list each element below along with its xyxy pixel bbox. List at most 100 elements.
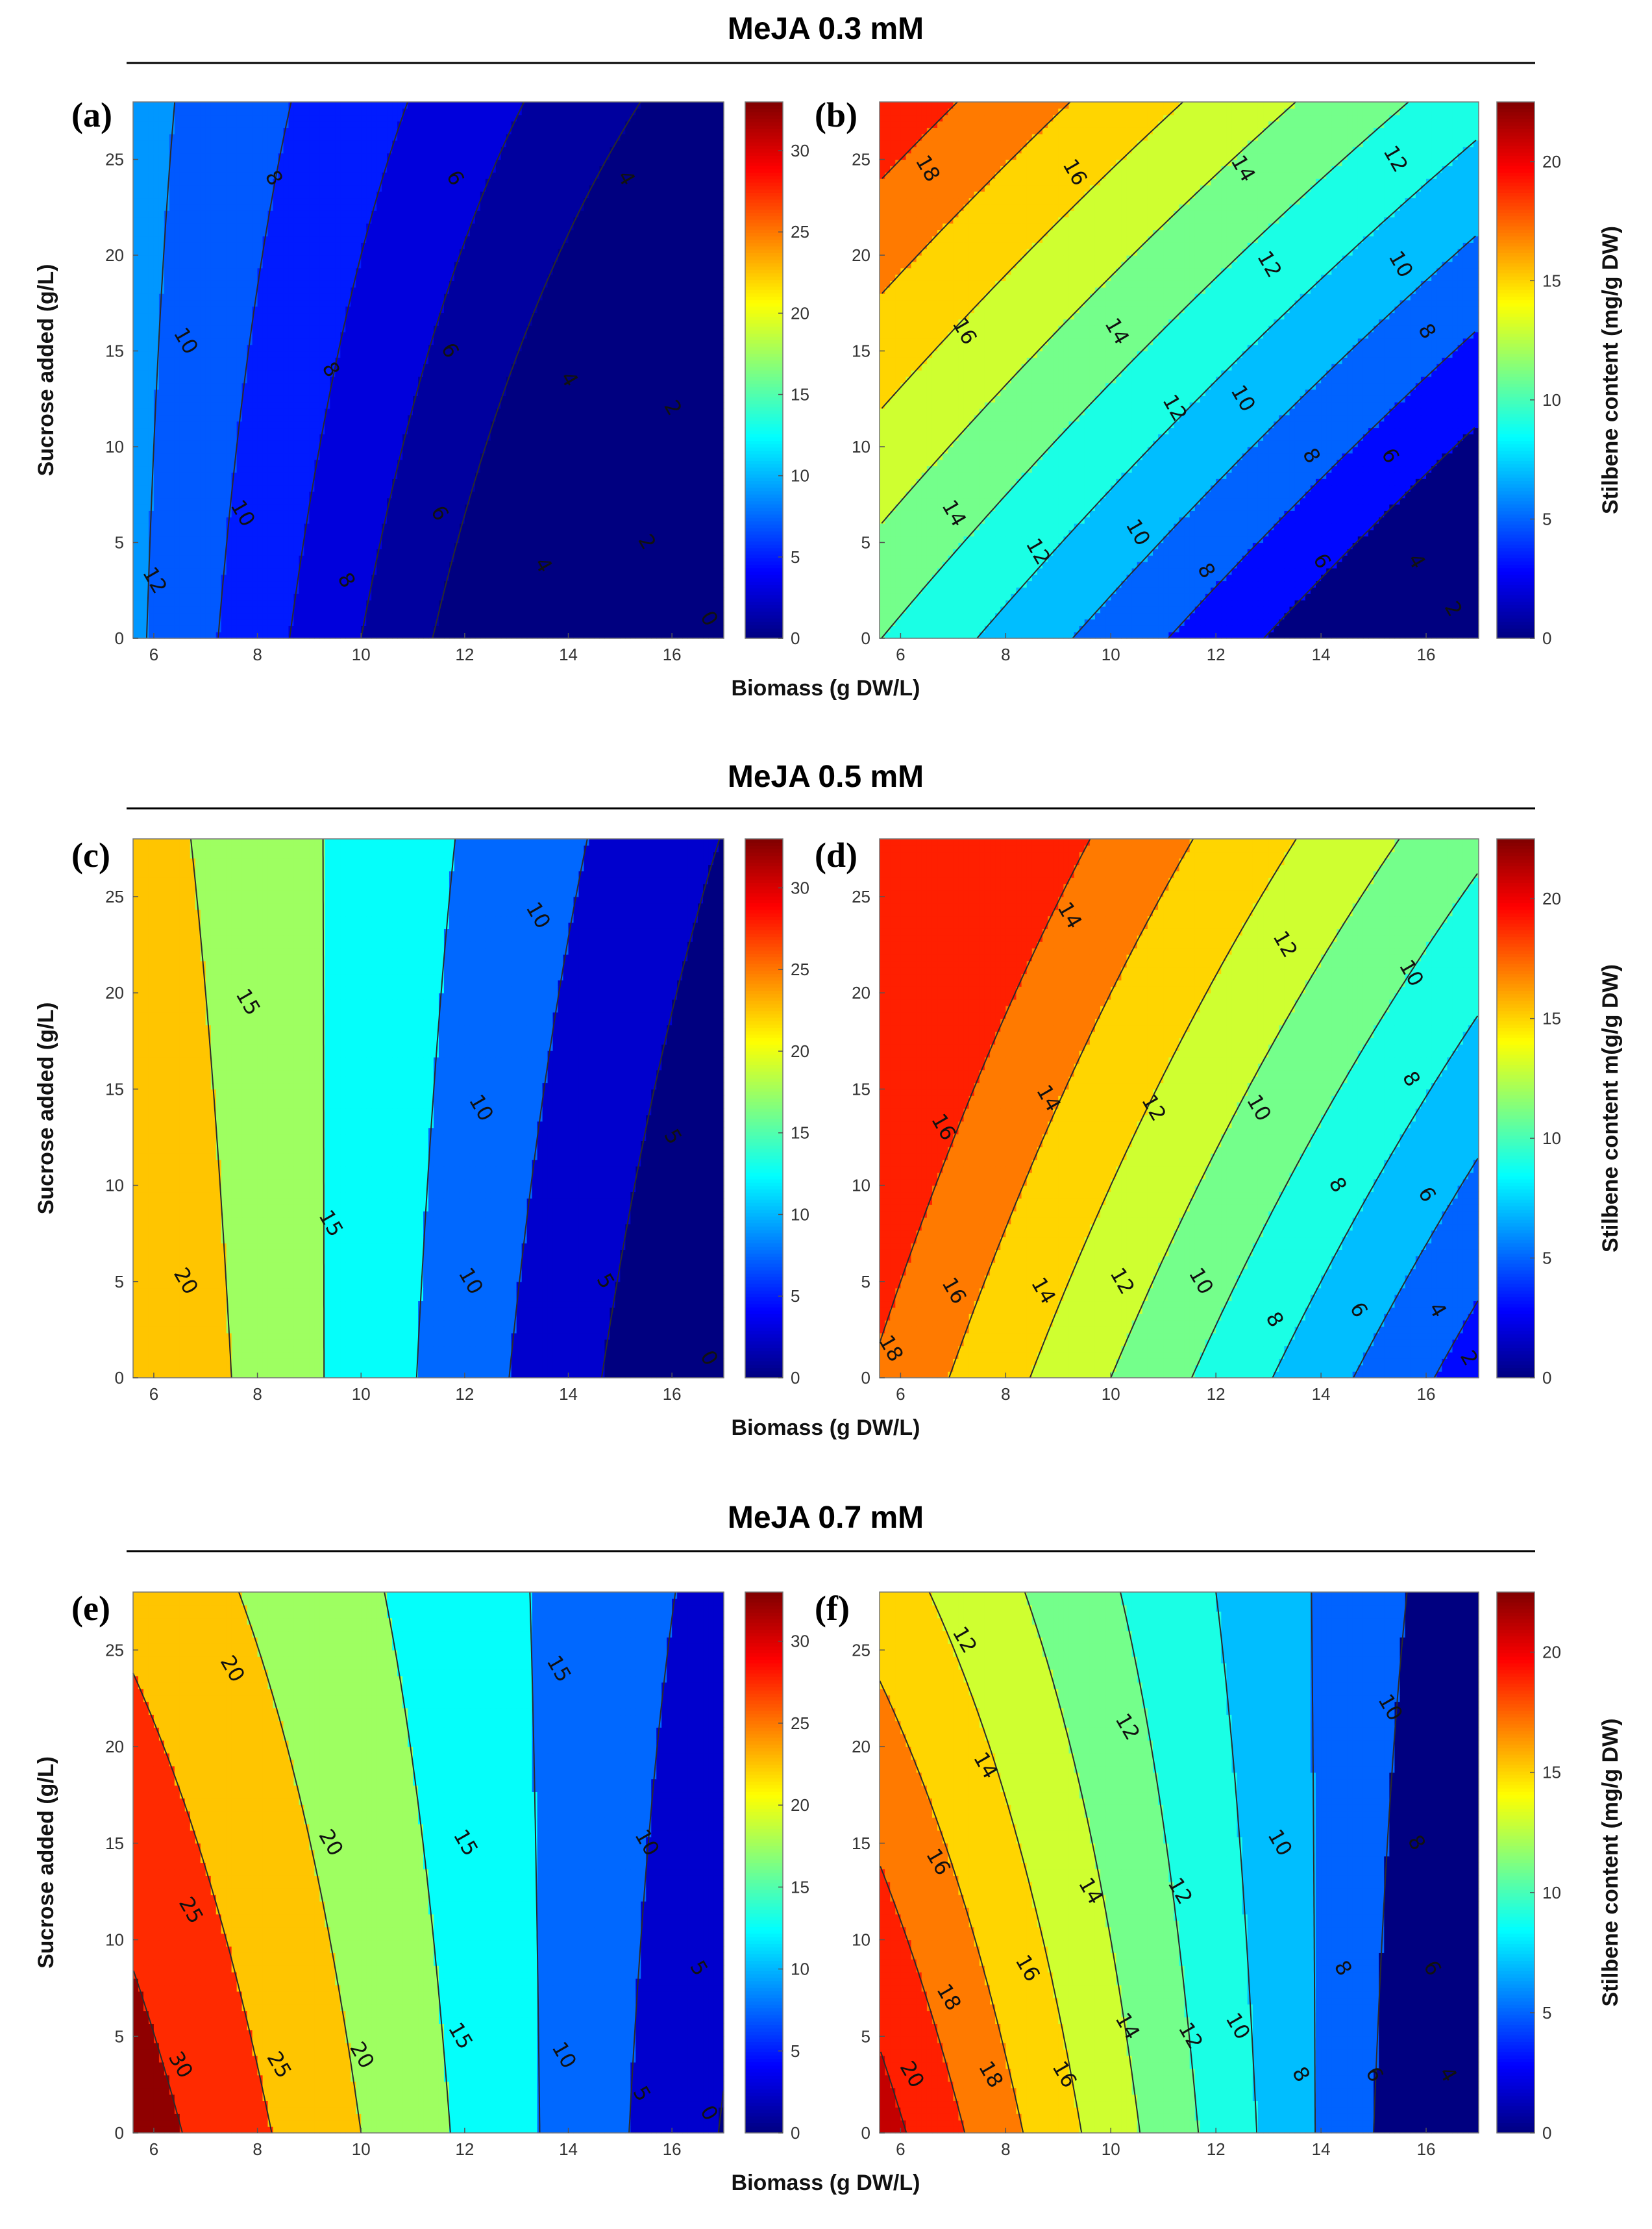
x-tick-label: 12 [455, 1384, 474, 1404]
colorbar-tick-label: 0 [1542, 2123, 1551, 2143]
x-tick-label: 10 [1102, 2139, 1120, 2159]
y-tick-label: 5 [861, 2026, 870, 2046]
x-tick-label: 14 [559, 2139, 578, 2159]
y-tick-label: 0 [115, 2123, 124, 2143]
section-title: MeJA 0.3 mM [728, 12, 924, 46]
contour-fill [880, 1592, 1479, 2134]
x-tick-label: 16 [663, 2139, 682, 2159]
y-tick-label: 10 [105, 1176, 124, 1195]
colorbar-tick-label: 5 [1542, 1249, 1551, 1268]
x-tick-label: 6 [896, 645, 905, 664]
x-tick-label: 16 [663, 1384, 682, 1404]
y-tick-label: 0 [115, 1368, 124, 1388]
y-tick-label: 20 [852, 983, 870, 1002]
y-tick-label: 25 [852, 887, 870, 906]
colorbar-tick-label: 20 [1542, 152, 1561, 171]
x-tick-label: 12 [455, 645, 474, 664]
y-tick-label: 5 [115, 533, 124, 553]
x-tick-label: 6 [896, 1384, 905, 1404]
colorbar-tick-label: 5 [791, 547, 800, 567]
y-tick-label: 20 [852, 1737, 870, 1756]
colorbar-tick-label: 15 [1542, 1763, 1561, 1782]
colorbar-tick-label: 10 [1542, 1883, 1561, 1902]
x-tick-label: 6 [149, 2139, 158, 2159]
y-tick-label: 15 [852, 342, 870, 361]
x-tick-label: 8 [1001, 645, 1010, 664]
x-tick-label: 12 [1207, 645, 1226, 664]
x-tick-label: 14 [1312, 1384, 1331, 1404]
y-tick-label: 25 [105, 150, 124, 169]
y-tick-label: 25 [852, 1640, 870, 1660]
colorbar-tick-label: 30 [791, 878, 809, 897]
colorbar-tick-label: 20 [791, 1041, 809, 1061]
colorbar-tick-label: 25 [791, 222, 809, 242]
x-tick-label: 16 [1417, 645, 1436, 664]
x-tick-label: 10 [352, 2139, 371, 2159]
colorbar-tick-label: 5 [791, 1286, 800, 1306]
y-tick-label: 15 [105, 1834, 124, 1853]
colorbar-tick-label: 0 [791, 1368, 800, 1388]
x-tick-label: 8 [253, 1384, 262, 1404]
y-tick-label: 20 [105, 245, 124, 265]
colorbar-tick-label: 20 [1542, 1643, 1561, 1662]
colorbar-tick-label: 15 [1542, 271, 1561, 290]
panel-label: (f) [815, 1589, 850, 1628]
y-tick-label: 20 [105, 983, 124, 1002]
panel-label: (b) [815, 95, 857, 134]
colorbar-title: Stilbene content (mg/g DW) [1598, 1719, 1623, 2007]
colorbar-tick-label: 25 [791, 960, 809, 979]
y-tick-label: 15 [105, 342, 124, 361]
x-tick-label: 8 [253, 2139, 262, 2159]
colorbar-tick-label: 0 [1542, 1368, 1551, 1388]
colorbar: 0 5 10 15 20 Stilbene content (mg/g DW) [1497, 102, 1623, 648]
x-tick-label: 10 [1102, 645, 1120, 664]
y-tick-label: 25 [852, 150, 870, 169]
colorbar-tick-label: 0 [1542, 629, 1551, 648]
x-tick-label: 10 [1102, 1384, 1120, 1404]
y-tick-label: 0 [115, 629, 124, 648]
y-tick-label: 0 [861, 629, 870, 648]
colorbar-tick-label: 20 [791, 1795, 809, 1815]
contour-fill [133, 839, 724, 1378]
colorbar-tick-label: 15 [791, 1123, 809, 1143]
y-tick-label: 20 [852, 245, 870, 265]
x-tick-label: 8 [1001, 1384, 1010, 1404]
colorbar-tick-label: 10 [1542, 1128, 1561, 1148]
x-tick-label: 16 [663, 645, 682, 664]
colorbar-title: Stilbene content m(g/g DW) [1598, 964, 1623, 1252]
colorbar-tick-label: 10 [1542, 390, 1561, 410]
y-tick-label: 25 [105, 887, 124, 906]
y-axis-title: Sucrose added (g/L) [34, 1002, 58, 1215]
colorbar-tick-label: 5 [1542, 2003, 1551, 2023]
colorbar-tick-label: 25 [791, 1713, 809, 1733]
colorbar-tick-label: 0 [791, 629, 800, 648]
y-tick-label: 10 [852, 1930, 870, 1950]
colorbar-tick-label: 5 [1542, 509, 1551, 529]
x-tick-label: 8 [253, 645, 262, 664]
panel-label: (c) [71, 836, 110, 875]
x-tick-label: 16 [1417, 2139, 1436, 2159]
x-tick-label: 12 [1207, 2139, 1226, 2159]
x-tick-label: 14 [1312, 645, 1331, 664]
colorbar-tick-label: 15 [791, 385, 809, 405]
y-tick-label: 5 [115, 2026, 124, 2046]
y-tick-label: 0 [861, 2123, 870, 2143]
y-tick-label: 10 [852, 1176, 870, 1195]
x-tick-label: 6 [149, 645, 158, 664]
colorbar-tick-label: 5 [791, 2041, 800, 2061]
colorbar-title: Stilbene content (mg/g DW) [1598, 226, 1623, 514]
y-tick-label: 5 [115, 1272, 124, 1291]
x-axis-title: Biomass (g DW/L) [732, 1415, 920, 1440]
panel-label: (e) [71, 1589, 110, 1628]
y-tick-label: 0 [861, 1368, 870, 1388]
contour-fill [880, 839, 1479, 1378]
